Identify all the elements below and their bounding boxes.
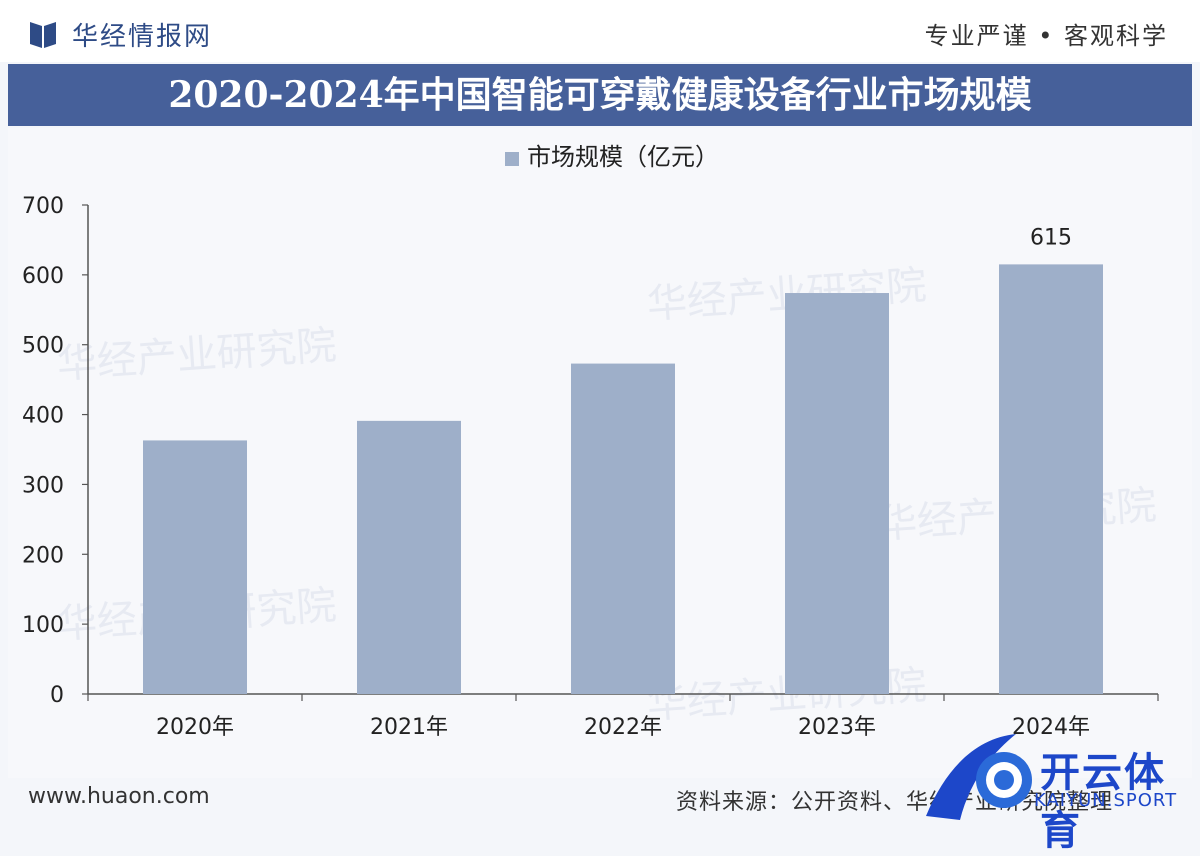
- bar-2023年: [785, 293, 889, 694]
- bar-chart: 华经产业研究院华经产业研究院华经产业研究院华经产业研究院华经产业研究院市场规模（…: [22, 143, 1159, 740]
- y-tick-label-700: 700: [22, 194, 64, 219]
- y-tick-label-400: 400: [22, 404, 64, 429]
- title-bar: 2020-2024年中国智能可穿戴健康设备行业市场规模: [8, 64, 1192, 126]
- legend-swatch: [505, 152, 519, 166]
- y-tick-label-600: 600: [22, 264, 64, 289]
- data-label-2024年: 615: [1030, 225, 1072, 250]
- y-tick-label-0: 0: [50, 683, 64, 708]
- x-tick-label-2022年: 2022年: [584, 715, 662, 740]
- footer-source: 资料来源：公开资料、华经产业研究院整理: [676, 790, 1114, 815]
- watermark-0: 华经产业研究院: [55, 323, 338, 388]
- y-tick-label-300: 300: [22, 473, 64, 498]
- legend-label: 市场规模（亿元）: [527, 143, 719, 171]
- brand-name: 华经情报网: [72, 22, 213, 52]
- x-tick-label-2020年: 2020年: [156, 715, 234, 740]
- y-tick-label-500: 500: [22, 334, 64, 359]
- x-tick-label-2023年: 2023年: [798, 715, 876, 740]
- chart-area: 华经产业研究院华经产业研究院华经产业研究院华经产业研究院华经产业研究院市场规模（…: [8, 128, 1192, 778]
- kaiyun-logo-icon: [926, 734, 1032, 820]
- slogan: 专业严谨 • 客观科学: [924, 22, 1168, 50]
- y-tick-label-100: 100: [22, 613, 64, 638]
- brand-logo-icon: [30, 22, 56, 48]
- footer-url[interactable]: www.huaon.com: [28, 784, 210, 809]
- badge-sub: KAIYUN.SPORT: [1034, 790, 1178, 811]
- x-tick-label-2024年: 2024年: [1012, 715, 1090, 740]
- chart-title: 2020-2024年中国智能可穿戴健康设备行业市场规模: [168, 74, 1032, 116]
- bar-2020年: [143, 440, 247, 694]
- bar-2024年: [999, 264, 1103, 694]
- x-tick-label-2021年: 2021年: [370, 715, 448, 740]
- y-tick-label-200: 200: [22, 543, 64, 568]
- bar-2021年: [357, 420, 461, 694]
- header-bar: 华经情报网 专业严谨 • 客观科学: [0, 0, 1200, 62]
- bar-2022年: [571, 363, 675, 694]
